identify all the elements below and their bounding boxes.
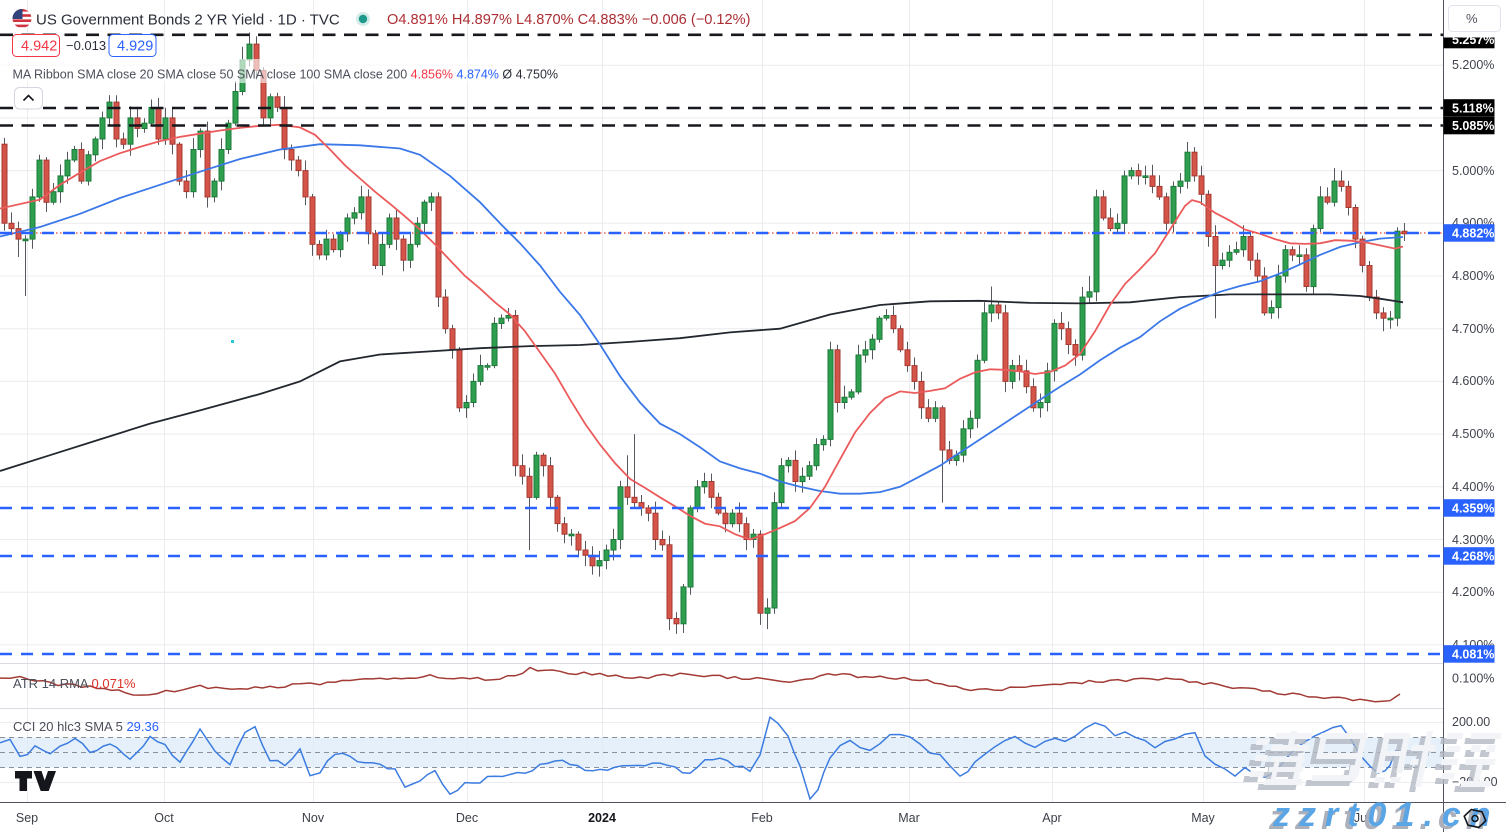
svg-text:Sep: Sep — [16, 811, 38, 825]
svg-text:4.600%: 4.600% — [1452, 374, 1494, 388]
svg-text:Dec: Dec — [456, 811, 478, 825]
svg-text:zzrt01.cn: zzrt01.cn — [1272, 796, 1500, 832]
svg-text:0.100%: 0.100% — [1452, 672, 1494, 686]
svg-text:4.300%: 4.300% — [1452, 533, 1494, 547]
svg-text:4.882%: 4.882% — [1452, 226, 1494, 240]
svg-text:5.000%: 5.000% — [1452, 164, 1494, 178]
svg-text:%: % — [1466, 11, 1478, 26]
svg-text:5.200%: 5.200% — [1452, 58, 1494, 72]
svg-text:4.268%: 4.268% — [1452, 549, 1494, 563]
svg-text:4.929: 4.929 — [117, 39, 153, 55]
svg-text:5.085%: 5.085% — [1452, 119, 1494, 133]
svg-text:zzrt01.cn: zzrt01.cn — [1268, 799, 1496, 832]
svg-text:4.800%: 4.800% — [1452, 269, 1494, 283]
svg-text:CCI 20 hlc3 SMA 5 29.36: CCI 20 hlc3 SMA 5 29.36 — [13, 719, 159, 734]
svg-text:May: May — [1191, 811, 1215, 825]
svg-text:MA Ribbon SMA close 20 SMA clo: MA Ribbon SMA close 20 SMA close 50 SMA … — [13, 68, 559, 82]
svg-text:4.942: 4.942 — [21, 39, 57, 55]
svg-text:US Government Bonds 2 YR Yield: US Government Bonds 2 YR Yield · 1D · TV… — [36, 12, 340, 29]
svg-text:4.200%: 4.200% — [1452, 585, 1494, 599]
svg-text:Apr: Apr — [1042, 811, 1061, 825]
svg-text:4.500%: 4.500% — [1452, 427, 1494, 441]
svg-text:O4.891% H4.897% L4.870% C4.883: O4.891% H4.897% L4.870% C4.883% −0.006 (… — [387, 12, 750, 28]
svg-text:−0.013: −0.013 — [66, 38, 106, 53]
svg-text:5.118%: 5.118% — [1452, 101, 1494, 115]
svg-text:4.359%: 4.359% — [1452, 501, 1494, 515]
svg-text:4.081%: 4.081% — [1452, 647, 1494, 661]
svg-text:ATR 14 RMA 0.071%: ATR 14 RMA 0.071% — [13, 676, 136, 691]
svg-text:5.257%: 5.257% — [1452, 33, 1494, 47]
svg-text:200.00: 200.00 — [1452, 715, 1490, 729]
svg-text:2024: 2024 — [588, 811, 616, 825]
svg-text:Mar: Mar — [898, 811, 920, 825]
svg-text:Jun: Jun — [1354, 811, 1374, 825]
svg-text:Feb: Feb — [751, 811, 773, 825]
svg-text:Nov: Nov — [302, 811, 325, 825]
svg-text:Oct: Oct — [154, 811, 174, 825]
svg-text:4.700%: 4.700% — [1452, 322, 1494, 336]
svg-text:4.400%: 4.400% — [1452, 480, 1494, 494]
